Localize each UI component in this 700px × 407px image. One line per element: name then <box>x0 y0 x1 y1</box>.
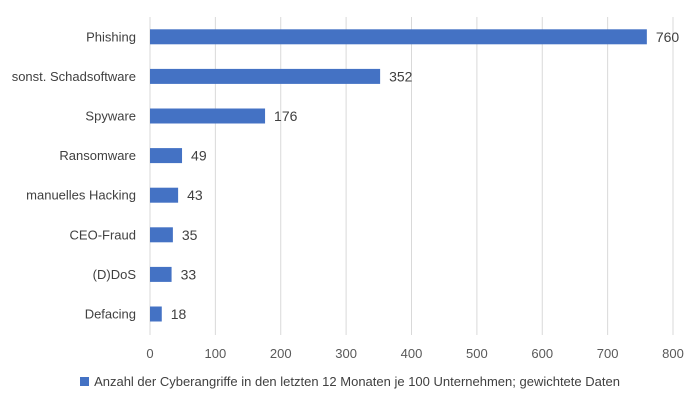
x-tick-label: 600 <box>531 346 553 361</box>
x-tick-label: 100 <box>205 346 227 361</box>
x-tick-label: 0 <box>146 346 153 361</box>
bar <box>150 29 647 45</box>
bar <box>150 108 266 124</box>
x-tick-label: 500 <box>466 346 488 361</box>
x-tick-label: 300 <box>335 346 357 361</box>
legend-swatch <box>80 377 90 386</box>
gridlines <box>149 17 674 335</box>
legend-label: Anzahl der Cyberangriffe in den letzten … <box>94 374 620 389</box>
x-tick-label: 400 <box>401 346 423 361</box>
category-labels: Phishing sonst. Schadsoftware Spyware Ranso… <box>12 29 137 321</box>
category-label: Phishing <box>86 29 136 44</box>
x-axis-ticks: 0 100 200 300 400 500 600 700 800 <box>146 346 683 361</box>
category-label: manuelles Hacking <box>26 188 136 203</box>
bars <box>150 29 647 322</box>
bar <box>150 148 183 164</box>
data-label: 35 <box>182 227 198 243</box>
data-labels: 760 352 176 49 43 35 33 18 <box>171 29 680 322</box>
data-label: 760 <box>656 29 680 45</box>
category-label: Defacing <box>85 307 136 322</box>
data-label: 352 <box>389 68 413 84</box>
bar <box>150 227 173 243</box>
category-label: Spyware <box>85 109 136 124</box>
category-label: (D)DoS <box>93 267 137 282</box>
data-label: 43 <box>187 187 203 203</box>
category-label: Ransomware <box>59 148 136 163</box>
data-label: 33 <box>181 266 197 282</box>
x-tick-label: 700 <box>597 346 619 361</box>
bar <box>150 306 162 322</box>
category-label: sonst. Schadsoftware <box>12 69 136 84</box>
category-label: CEO-Fraud <box>70 227 136 242</box>
data-label: 18 <box>171 306 187 322</box>
bar <box>150 187 179 203</box>
data-label: 49 <box>191 148 207 164</box>
x-tick-label: 800 <box>662 346 684 361</box>
bar <box>150 266 172 282</box>
data-label: 176 <box>274 108 298 124</box>
bar <box>150 68 381 84</box>
legend: Anzahl der Cyberangriffe in den letzten … <box>0 374 700 389</box>
x-tick-label: 200 <box>270 346 292 361</box>
